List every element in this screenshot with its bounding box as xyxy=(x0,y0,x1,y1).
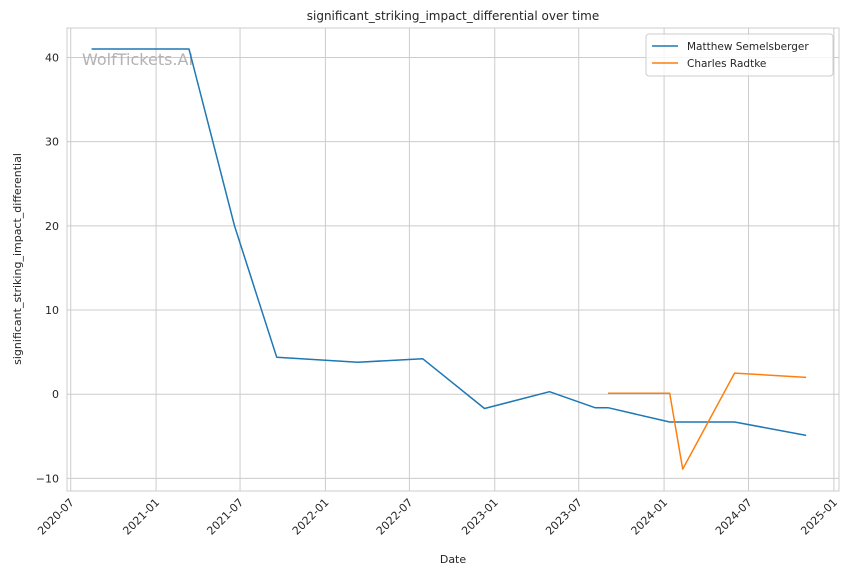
y-tick-label: 40 xyxy=(45,51,59,64)
y-axis-ticks: −10 0 10 20 30 40 xyxy=(36,51,59,485)
x-axis-label: Date xyxy=(440,553,467,566)
plot-area-frame xyxy=(66,27,840,492)
y-tick-label: 0 xyxy=(52,388,59,401)
y-axis-label: significant_striking_impact_differential xyxy=(11,153,24,365)
series-line-1 xyxy=(608,372,807,470)
y-tick-label: 20 xyxy=(45,220,59,233)
grid xyxy=(67,28,839,491)
watermark: WolfTickets.AI xyxy=(82,50,193,69)
legend-label-1: Charles Radtke xyxy=(687,58,766,70)
legend-label-0: Matthew Semelsberger xyxy=(687,41,809,53)
series-lines xyxy=(91,48,807,470)
y-tick-label: 10 xyxy=(45,304,59,317)
chart-title: significant_striking_impact_differential… xyxy=(307,9,599,23)
legend-box xyxy=(645,33,834,77)
series-line-0 xyxy=(91,48,807,437)
y-tick-label: 30 xyxy=(45,136,59,149)
legend: Matthew Semelsberger Charles Radtke xyxy=(645,33,834,77)
y-tick-label: −10 xyxy=(36,472,59,485)
